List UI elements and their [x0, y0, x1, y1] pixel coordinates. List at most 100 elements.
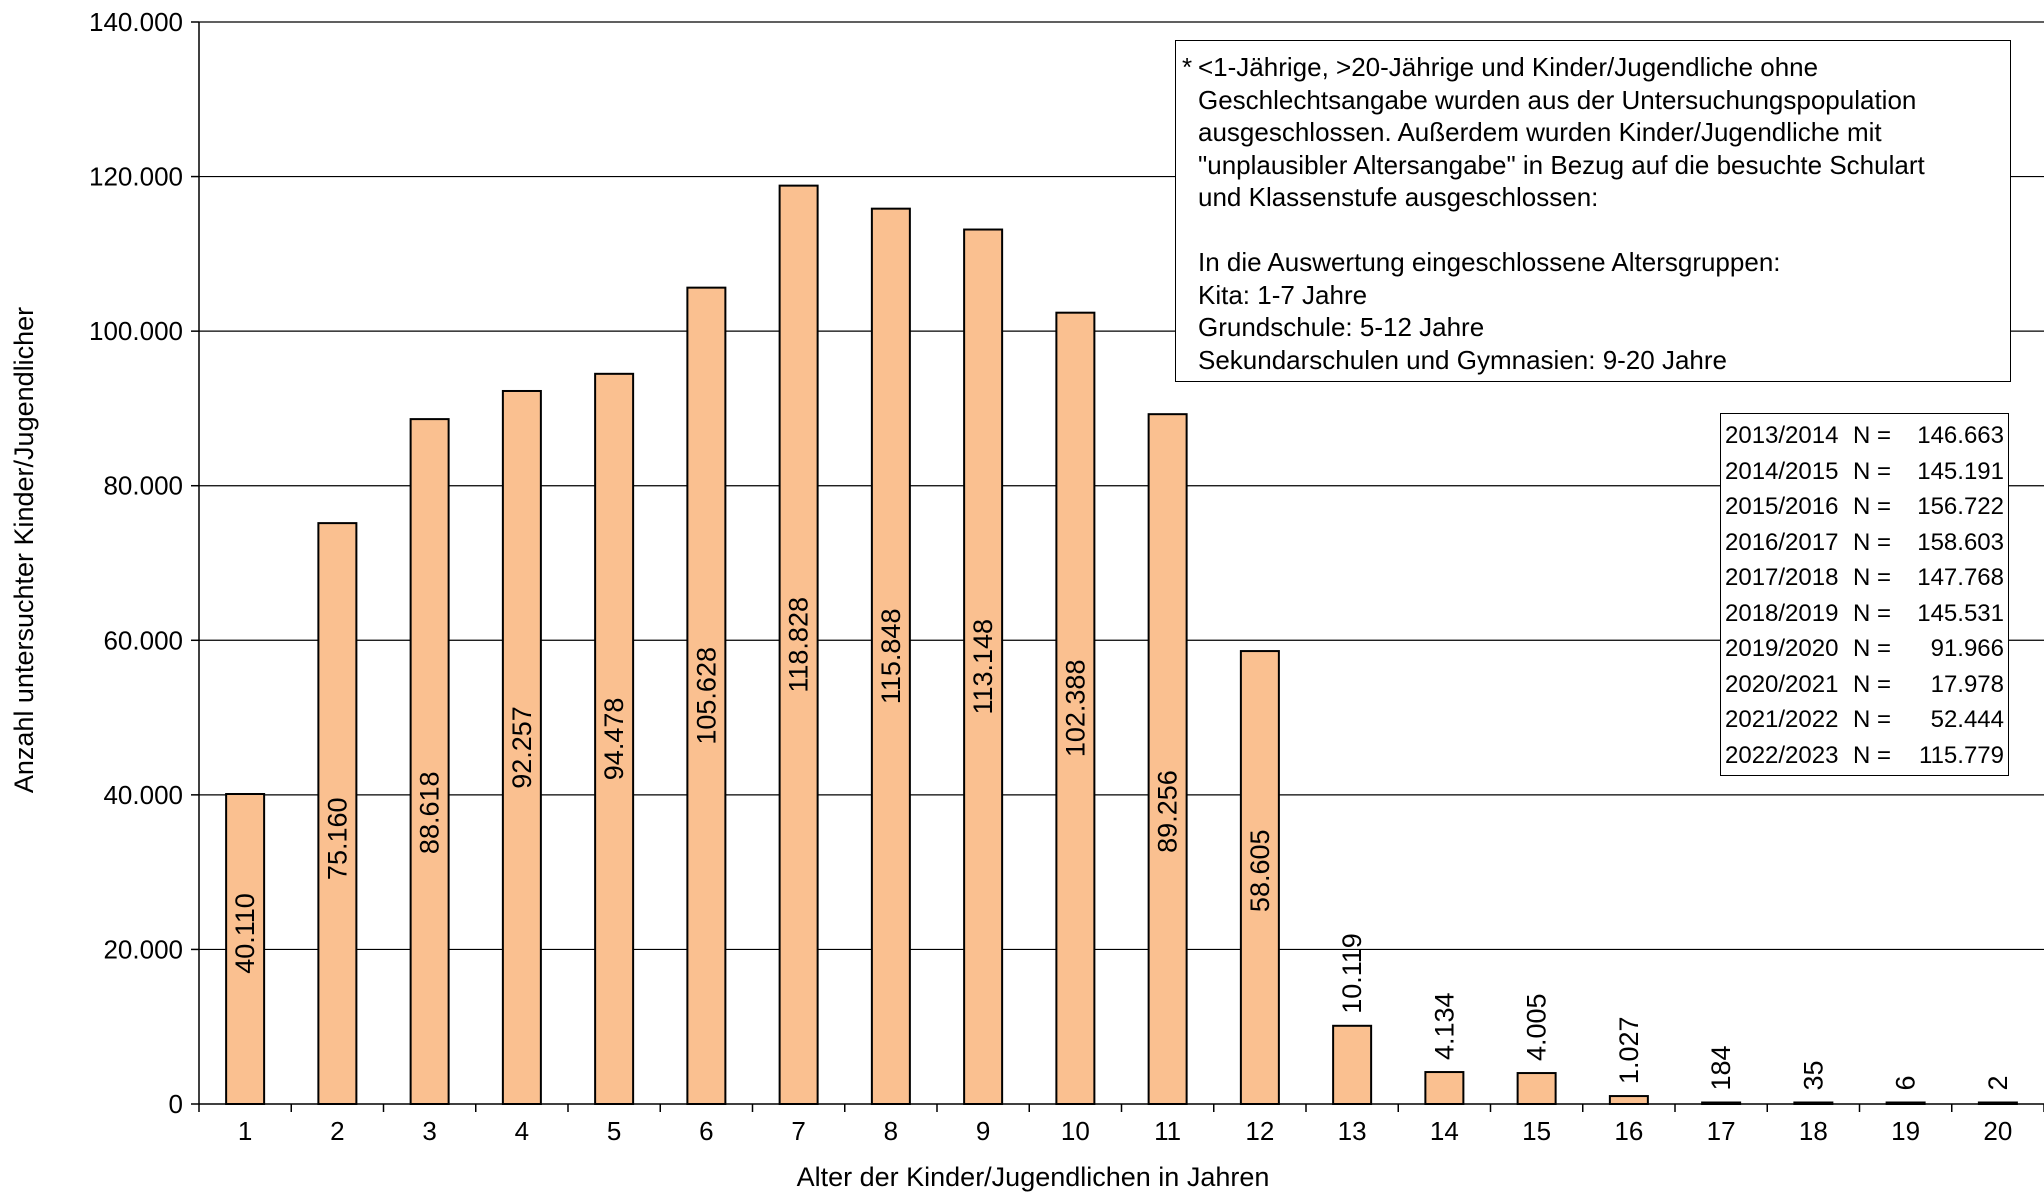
data-label: 113.148: [968, 619, 998, 715]
y-tick-label: 100.000: [89, 316, 183, 346]
data-label: 10.119: [1337, 933, 1367, 1014]
y-tick-label: 80.000: [103, 471, 183, 501]
bar: [317, 522, 358, 1105]
x-tick-label: 7: [791, 1116, 805, 1146]
n-value: 145.191: [1917, 457, 2004, 485]
note-line: <1-Jährige, >20-Jährige und Kinder/Jugen…: [1198, 52, 1819, 82]
sample-size-row: 2018/2019 N = 145.531: [1725, 596, 2004, 632]
note-line: ausgeschlossen. Außerdem wurden Kinder/J…: [1198, 117, 1882, 147]
n-equals: N =: [1853, 528, 1892, 556]
bar: [1424, 1071, 1465, 1105]
data-labels: 40.110 75.160 88.618 92.257 94.478 105.628 118…: [230, 597, 2013, 1090]
y-axis-title: Anzahl untersuchter Kinder/Jugendlicher: [9, 307, 39, 793]
sample-size-row: 2019/2020 N = 91.966: [1725, 631, 2004, 667]
n-value: 156.722: [1917, 493, 2004, 520]
data-label: 92.257: [507, 706, 537, 789]
n-equals: N =: [1853, 422, 1892, 449]
x-tick-label: 12: [1245, 1116, 1274, 1146]
x-tick-label: 20: [1983, 1116, 2012, 1146]
data-label: 118.828: [784, 597, 814, 693]
y-tick-label: 120.000: [89, 162, 183, 192]
x-tick-label: 13: [1338, 1116, 1367, 1146]
note-line: Geschlechtsangabe wurden aus der Untersu…: [1198, 84, 1917, 115]
n-equals: N =: [1853, 706, 1892, 733]
n-value: 158.603: [1917, 528, 2004, 556]
bar: [1608, 1095, 1649, 1105]
note-line: Sekundarschulen und Gymnasien: 9-20 Jahr…: [1198, 344, 1727, 375]
school-year: 2022/2023: [1725, 741, 1839, 769]
note-spacer: [1198, 214, 2000, 247]
x-tick-label: 8: [884, 1116, 898, 1146]
n-equals: N =: [1853, 457, 1892, 485]
data-label: 88.618: [415, 771, 445, 854]
data-label: 105.628: [691, 647, 721, 745]
data-label: 6: [1891, 1075, 1921, 1090]
bar: [594, 372, 635, 1106]
n-equals: N =: [1853, 741, 1892, 769]
data-label: 94.478: [599, 698, 629, 781]
x-tick-label: 10: [1061, 1116, 1090, 1146]
data-label: 75.160: [322, 797, 352, 880]
data-label: 1.027: [1614, 1016, 1644, 1084]
sample-size-table: 2013/2014 N = 146.663 2014/2015 N = 145.191 …: [1720, 413, 2009, 776]
bars: [225, 184, 2018, 1106]
data-label: 184: [1706, 1045, 1736, 1090]
x-tick-labels: 1 2 3 4 5 6 7 8 9 10 11 12 13 14 15 16 17 18 19 20: [238, 1116, 2012, 1146]
data-label: 2: [1983, 1075, 2013, 1090]
data-label: 35: [1798, 1060, 1828, 1090]
data-label: 89.256: [1153, 770, 1183, 853]
x-tick-label: 19: [1891, 1116, 1920, 1146]
x-tick-label: 18: [1799, 1116, 1828, 1146]
school-year: 2019/2020: [1725, 635, 1839, 662]
n-value: 145.531: [1917, 599, 2004, 627]
bar: [1332, 1024, 1373, 1105]
n-value: 17.978: [1930, 670, 2004, 698]
note-line: Kita: 1-7 Jahre: [1198, 279, 1368, 310]
data-label: 115.848: [876, 609, 906, 705]
n-equals: N =: [1853, 599, 1892, 627]
sample-size-row: 2016/2017 N = 158.603: [1725, 525, 2004, 561]
axes: [191, 21, 2044, 1112]
x-tick-label: 2: [330, 1116, 344, 1146]
sample-size-row: 2013/2014 N = 146.663: [1725, 418, 2004, 454]
y-tick-label: 140.000: [89, 7, 183, 37]
note-asterisk: *: [1182, 52, 1193, 82]
sample-size-row: 2017/2018 N = 147.768: [1725, 560, 2004, 596]
school-year: 2016/2017: [1725, 528, 1839, 556]
n-equals: N =: [1853, 493, 1892, 520]
x-tick-label: 9: [976, 1116, 990, 1146]
x-tick-label: 4: [515, 1116, 529, 1146]
n-value: 115.779: [1919, 741, 2004, 769]
n-value: 52.444: [1930, 706, 2004, 733]
bar: [1147, 413, 1188, 1105]
school-year: 2018/2019: [1725, 599, 1839, 627]
x-tick-label: 3: [422, 1116, 436, 1146]
y-tick-label: 60.000: [103, 625, 183, 655]
data-label: 58.605: [1245, 829, 1275, 912]
y-tick-label: 40.000: [103, 780, 183, 810]
data-label: 4.005: [1522, 993, 1552, 1061]
exclusion-note: * <1-Jährige, >20-Jährige und Kinder/Jug…: [1175, 40, 2011, 382]
n-equals: N =: [1853, 635, 1892, 662]
school-year: 2014/2015: [1725, 457, 1839, 485]
sample-size-row: 2014/2015 N = 145.191: [1725, 454, 2004, 490]
y-tick-labels: 0 20.000 40.000 60.000 80.000 100.000 120.000 1…: [89, 7, 183, 1119]
n-value: 91.966: [1930, 635, 2004, 662]
note-line: Grundschule: 5-12 Jahre: [1198, 312, 1485, 342]
school-year: 2013/2014: [1725, 422, 1839, 449]
n-value: 146.663: [1917, 422, 2004, 449]
x-tick-label: 15: [1522, 1116, 1551, 1146]
bar: [1516, 1072, 1557, 1106]
bar: [870, 207, 911, 1105]
school-year: 2017/2018: [1725, 564, 1839, 591]
sample-size-row: 2021/2022 N = 52.444: [1725, 702, 2004, 738]
school-year: 2015/2016: [1725, 493, 1839, 520]
note-line: In die Auswertung eingeschlossene Alters…: [1198, 247, 1781, 277]
x-tick-label: 6: [699, 1116, 713, 1146]
x-tick-label: 11: [1154, 1116, 1181, 1146]
note-line: und Klassenstufe ausgeschlossen:: [1198, 182, 1599, 212]
bar: [1055, 311, 1096, 1106]
x-tick-label: 1: [238, 1116, 252, 1146]
x-tick-label: 5: [607, 1116, 621, 1146]
